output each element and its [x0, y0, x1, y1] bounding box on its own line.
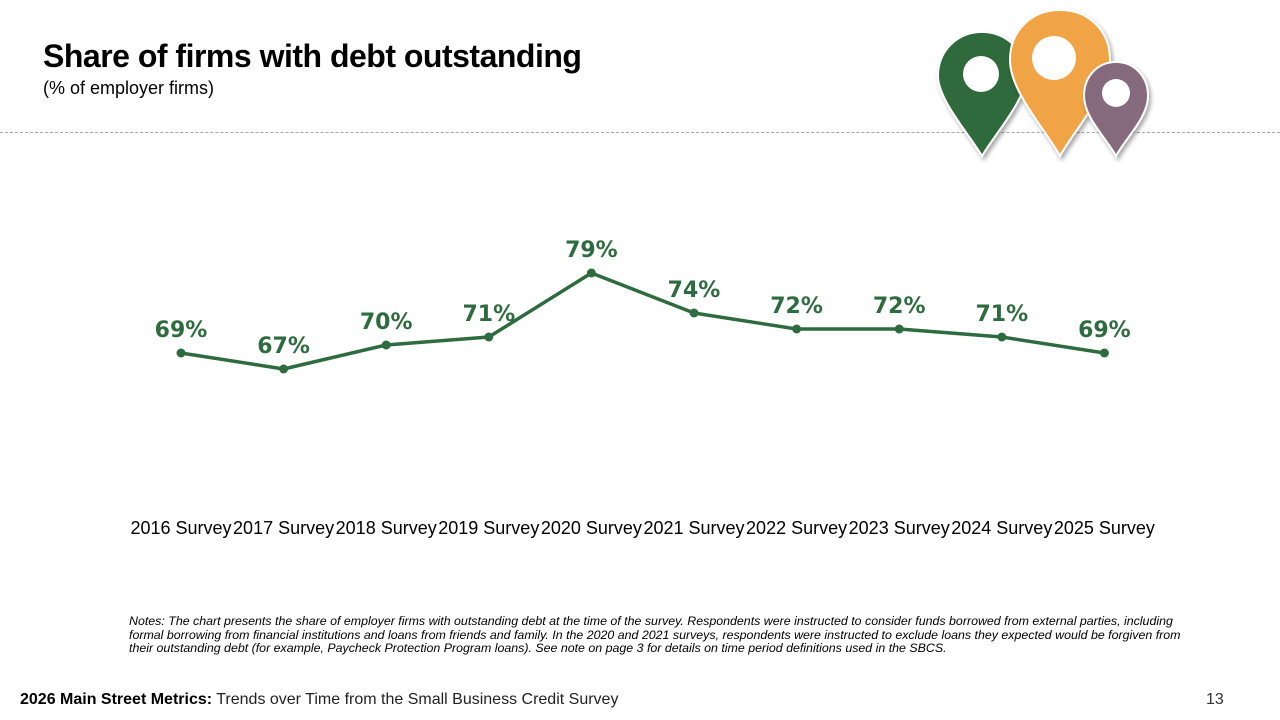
data-label: 69%: [1078, 318, 1131, 343]
data-label: 70%: [360, 310, 413, 335]
page-title: Share of firms with debt outstanding: [43, 38, 582, 74]
footer-report-subtitle: Trends over Time from the Small Business…: [212, 691, 619, 708]
x-tick-label: 2025 Survey: [1054, 518, 1155, 538]
x-tick-label: 2021 Survey: [643, 518, 744, 538]
data-point: [1099, 348, 1109, 358]
data-label: 74%: [668, 278, 721, 303]
data-point: [484, 332, 494, 342]
x-tick-label: 2020 Survey: [541, 518, 642, 538]
x-tick-label: 2018 Survey: [336, 518, 437, 538]
data-label: 71%: [975, 302, 1028, 327]
data-point: [279, 364, 289, 374]
location-pins-graphic: [936, 8, 1150, 159]
data-label: 72%: [873, 294, 926, 319]
x-tick-label: 2016 Survey: [130, 518, 231, 538]
x-tick-label: 2019 Survey: [438, 518, 539, 538]
chart-notes: Notes: The chart presents the share of e…: [129, 614, 1181, 655]
footer: 2026 Main Street Metrics: Trends over Ti…: [20, 691, 618, 709]
pin-green-icon: [936, 30, 1028, 159]
data-label: 71%: [462, 302, 515, 327]
x-tick-label: 2017 Survey: [233, 518, 334, 538]
page-number: 13: [1206, 691, 1224, 708]
data-point: [792, 324, 802, 334]
pin-purple-icon: [1082, 60, 1150, 159]
series-line: [179, 271, 1107, 371]
page-subtitle: (% of employer firms): [43, 78, 215, 98]
x-tick-label: 2022 Survey: [746, 518, 847, 538]
data-label: 67%: [257, 334, 310, 359]
data-point: [997, 332, 1007, 342]
data-label: 72%: [770, 294, 823, 319]
data-point: [894, 324, 904, 334]
x-tick-label: 2023 Survey: [849, 518, 950, 538]
line-chart: 69% 67% 70% 71% 79% 74% 72% 72% 71% 69% 2016 Surve…: [130, 238, 1155, 538]
data-label: 69%: [155, 318, 208, 343]
data-point: [381, 340, 391, 350]
pin-orange-icon: [1008, 8, 1112, 159]
data-label: 79%: [565, 238, 618, 263]
data-point: [586, 268, 596, 278]
footer-report-name: 2026 Main Street Metrics:: [20, 691, 213, 708]
data-point: [176, 348, 186, 358]
x-tick-label: 2024 Survey: [951, 518, 1052, 538]
header-divider: [0, 132, 1280, 133]
data-point: [689, 308, 699, 318]
